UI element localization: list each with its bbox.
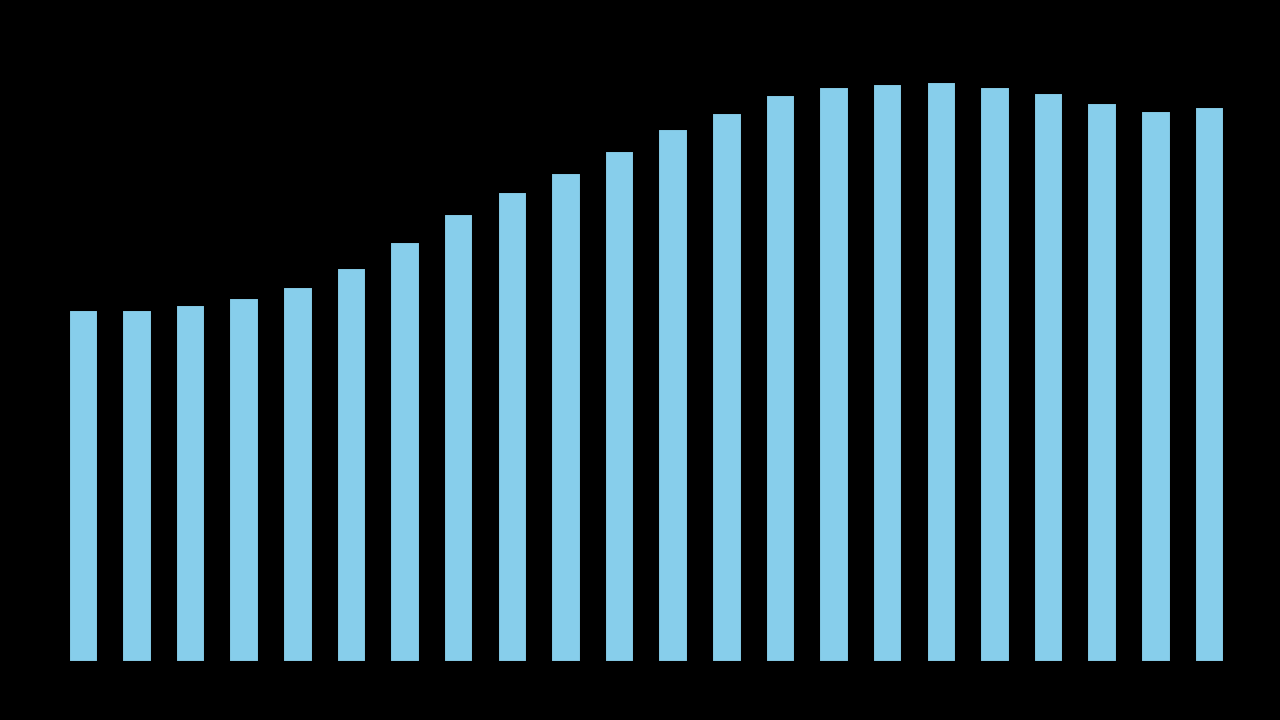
Bar [175, 305, 205, 662]
Bar [873, 84, 902, 662]
Bar [444, 214, 474, 662]
Bar [229, 298, 259, 662]
Bar [605, 151, 635, 662]
Bar [658, 129, 687, 662]
Bar [927, 83, 956, 662]
Bar [498, 192, 527, 662]
Bar [123, 310, 152, 662]
Bar [1194, 107, 1224, 662]
Bar [1034, 93, 1064, 662]
Bar [552, 174, 581, 662]
Bar [765, 94, 795, 662]
Bar [1088, 103, 1117, 662]
Bar [819, 86, 849, 662]
Bar [980, 86, 1010, 662]
Bar [69, 310, 99, 662]
Bar [712, 113, 741, 662]
Bar [283, 287, 312, 662]
Bar [390, 242, 420, 662]
Bar [337, 269, 366, 662]
Bar [1140, 111, 1170, 662]
